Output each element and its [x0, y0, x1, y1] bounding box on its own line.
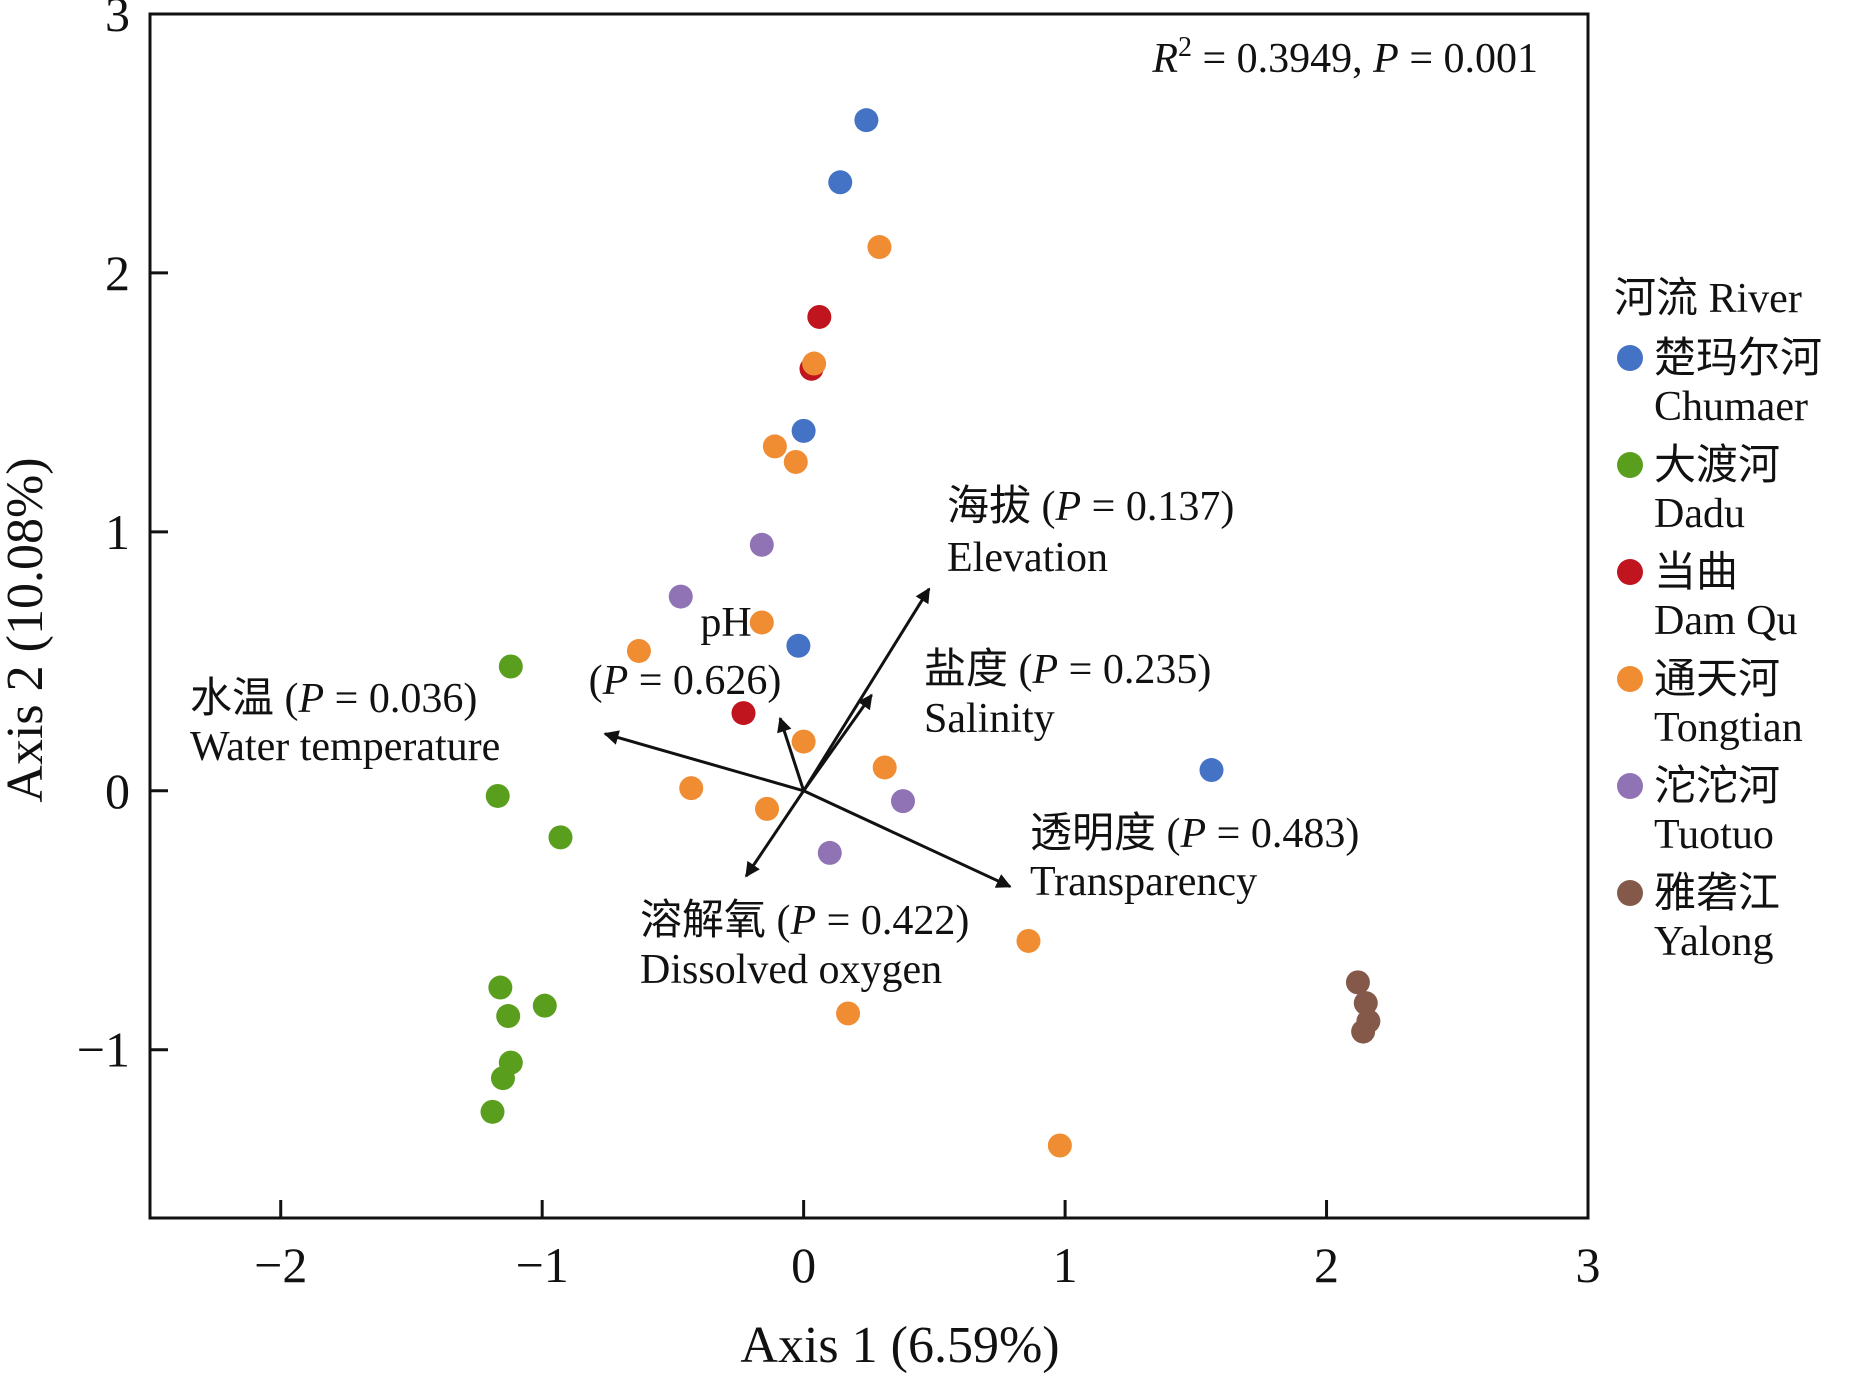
data-point: [755, 796, 780, 821]
x-tick-label: 2: [1314, 1237, 1339, 1293]
data-point: [668, 584, 693, 609]
vector-arrow: [802, 693, 873, 792]
y-tick-label: 0: [105, 763, 130, 819]
data-point: [791, 729, 816, 754]
x-tick-label: −1: [516, 1237, 569, 1293]
x-axis-title: Axis 1 (6.59%): [740, 1317, 1059, 1374]
y-tick-label: 2: [105, 245, 130, 301]
data-point: [1047, 1133, 1072, 1158]
legend-marker: [1617, 452, 1643, 478]
legend-label-cn: 当曲: [1654, 550, 1738, 596]
legend-marker: [1617, 345, 1643, 371]
data-point: [1345, 970, 1370, 995]
data-point: [791, 418, 816, 443]
data-point: [836, 1001, 861, 1026]
data-point: [532, 993, 557, 1018]
vector-arrow: [802, 587, 931, 792]
legend-label-en: Dadu: [1654, 491, 1745, 537]
vector-label-cn: 水温 (P = 0.036): [190, 676, 477, 722]
legend-label-en: Dam Qu: [1654, 598, 1797, 644]
legend-label-cn: 沱沱河: [1654, 764, 1780, 810]
data-point: [496, 1004, 521, 1029]
y-tick-label: 3: [105, 0, 130, 42]
vector-label-en: Elevation: [947, 535, 1108, 581]
y-tick-label: 1: [105, 504, 130, 560]
vector-label-cn: 海拔 (P = 0.137): [947, 484, 1234, 530]
vector-label-en: Water temperature: [190, 724, 500, 770]
vector-label-p: (P = 0.626): [589, 658, 782, 704]
data-point: [762, 434, 787, 459]
data-point: [626, 638, 651, 663]
data-point: [872, 755, 897, 780]
data-point: [786, 633, 811, 658]
data-point: [488, 975, 513, 1000]
data-point: [498, 654, 523, 679]
legend-label-cn: 通天河: [1654, 657, 1780, 703]
vector-label-en: pH: [700, 600, 751, 646]
data-point: [749, 532, 774, 557]
vector-label-cn: 溶解氧 (P = 0.422): [640, 897, 969, 944]
data-point: [548, 825, 573, 850]
x-tick-label: −2: [254, 1237, 307, 1293]
data-point: [854, 108, 879, 133]
vector-label-cn: 盐度 (P = 0.235): [924, 647, 1211, 693]
data-point: [890, 789, 915, 814]
vector-label-en: Transparency: [1030, 859, 1257, 905]
axis-ticks: −2 −1 0 1 2 3 −1 0 1 2 3: [77, 0, 1601, 1293]
vector-arrow: [803, 789, 1012, 888]
y-tick-label: −1: [77, 1022, 130, 1078]
y-axis-title: Axis 2 (10.08%): [0, 457, 54, 802]
legend-label-cn: 雅砻江: [1654, 871, 1780, 917]
vector-label-cn: 透明度 (P = 0.483): [1030, 811, 1359, 857]
legend-label-cn: 楚玛尔河: [1654, 336, 1822, 382]
x-tick-label: 0: [791, 1237, 816, 1293]
data-points: [480, 108, 1381, 1158]
legend-marker: [1617, 559, 1643, 585]
vector-arrow: [777, 716, 806, 792]
legend-label-en: Tuotuo: [1654, 812, 1774, 858]
legend-label-en: Chumaer: [1654, 384, 1808, 430]
data-point: [1016, 928, 1041, 953]
vector-arrow: [744, 789, 805, 878]
data-point: [1199, 758, 1224, 783]
data-point: [679, 776, 704, 801]
data-point: [817, 840, 842, 865]
data-point: [807, 304, 832, 329]
data-point: [783, 449, 808, 474]
legend-label-en: Tongtian: [1654, 705, 1803, 751]
data-point: [828, 170, 853, 195]
legend-title: 河流 River: [1614, 276, 1802, 322]
vector-arrow: [603, 730, 805, 793]
data-point: [480, 1099, 505, 1124]
legend-marker: [1617, 773, 1643, 799]
plot-frame: [148, 12, 1590, 1220]
data-point: [867, 235, 892, 260]
data-point: [485, 783, 510, 808]
data-point: [490, 1066, 515, 1091]
data-point: [1353, 991, 1378, 1016]
x-tick-label: 1: [1053, 1237, 1078, 1293]
data-point: [749, 610, 774, 635]
vector-label-en: Salinity: [924, 696, 1055, 742]
legend-label-en: Yalong: [1654, 919, 1773, 965]
data-point: [802, 351, 827, 376]
vector-label-en: Dissolved oxygen: [640, 947, 942, 993]
stats-annotation: R2 = 0.3949, P = 0.001: [1151, 32, 1538, 82]
legend-marker: [1617, 880, 1643, 906]
environment-vectors: [603, 587, 1012, 888]
data-point: [731, 701, 756, 726]
x-tick-label: 3: [1576, 1237, 1601, 1293]
legend-label-cn: 大渡河: [1654, 442, 1780, 489]
legend-marker: [1617, 666, 1643, 692]
data-point: [1351, 1019, 1376, 1044]
vector-labels: 海拔 (P = 0.137) Elevation pH (P = 0.626) 盐度 (…: [190, 484, 1359, 993]
